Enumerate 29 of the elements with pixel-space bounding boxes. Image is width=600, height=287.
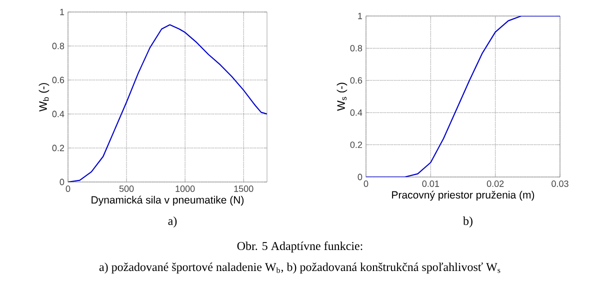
y-tick-label: 0.6 bbox=[52, 76, 64, 84]
y-tick-label: 0.2 bbox=[52, 144, 64, 152]
y-tick-label: 1 bbox=[358, 12, 362, 20]
x-tick-label: 0.01 bbox=[422, 180, 439, 187]
x-tick-label: 0 bbox=[364, 180, 368, 187]
x-tick-label: 0.03 bbox=[552, 180, 568, 187]
x-axis-title: Pracovný priestor pruženia (m) bbox=[392, 190, 534, 201]
y-tick-label: 1 bbox=[60, 8, 64, 16]
text: a) bbox=[168, 216, 177, 228]
x-tick-label: 500 bbox=[119, 186, 134, 192]
x-axis-title: Dynamická sila v pneumatike (N) bbox=[92, 196, 244, 206]
line-series bbox=[68, 24, 267, 182]
y-tick-label: 0.8 bbox=[350, 45, 362, 52]
text: b) bbox=[463, 216, 472, 228]
line-series bbox=[366, 16, 560, 177]
text: Obr. 5 Adaptívne funkcie: bbox=[237, 241, 362, 253]
y-tick-label: 0.4 bbox=[350, 109, 362, 116]
y-tick-label: 0.2 bbox=[350, 142, 362, 148]
text: a) požadované športové naladenie W$_{b}$, b) požadovaná konštrukčná spoľahlivosť W$_{s}$ bbox=[99, 262, 500, 274]
y-axis-title: W$_{b}$ (-) bbox=[38, 83, 50, 112]
y-axis-title: W$_{s}$ (-) bbox=[336, 82, 348, 111]
y-tick-label: 0 bbox=[358, 174, 362, 180]
x-tick-label: 1500 bbox=[234, 186, 254, 192]
y-tick-label: 0.6 bbox=[350, 77, 362, 84]
x-tick-label: 0.02 bbox=[486, 180, 504, 187]
y-tick-label: 0.4 bbox=[52, 110, 64, 118]
y-tick-label: 0.8 bbox=[52, 42, 64, 50]
x-tick-label: 1000 bbox=[176, 186, 195, 192]
x-tick-label: 0 bbox=[66, 186, 70, 192]
